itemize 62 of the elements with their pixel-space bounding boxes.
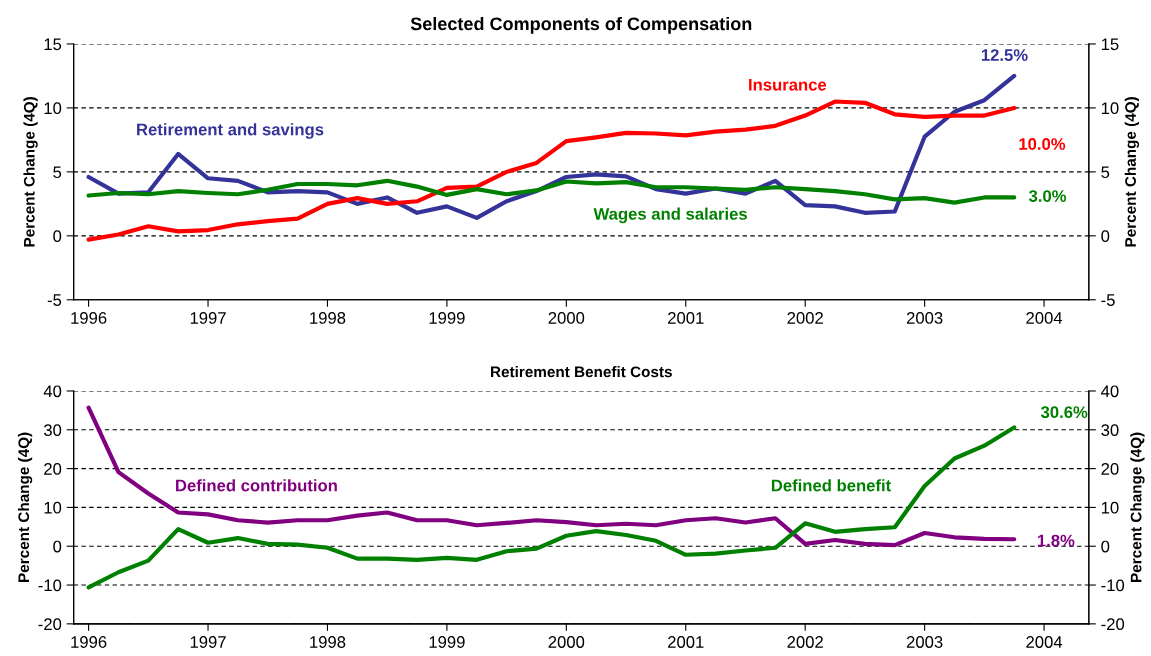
y2-tick-label: 20 xyxy=(1101,463,1119,475)
y-tick-label: 15 xyxy=(44,38,62,51)
y2-axis-title: Percent Change (4Q) xyxy=(1130,432,1145,582)
y-tick-label: 0 xyxy=(53,230,62,243)
x-tick-label: 2000 xyxy=(548,312,585,324)
x-tick-label: 1998 xyxy=(310,636,346,648)
x-tick-label: 2003 xyxy=(906,636,943,648)
data-label: 3.0% xyxy=(1028,190,1067,202)
data-label: 12.5% xyxy=(981,49,1028,61)
y-tick-label: 0 xyxy=(53,540,62,553)
y-tick-label: -20 xyxy=(38,618,62,631)
y-tick-label: 5 xyxy=(53,166,62,179)
x-tick-label: 1999 xyxy=(429,312,465,324)
series-label: Wages and salaries xyxy=(593,207,747,224)
y2-tick-label: 30 xyxy=(1101,424,1119,436)
series-label: Defined contribution xyxy=(176,479,337,492)
y-tick-label: 10 xyxy=(44,102,62,115)
line-series xyxy=(86,405,1017,548)
x-tick-label: 1997 xyxy=(190,636,226,648)
series-label: Defined benefit xyxy=(771,479,891,492)
y-axis-title: Percent Change (4Q) xyxy=(23,97,38,247)
y2-tick-label: 15 xyxy=(1101,38,1119,51)
y-axis-title: Percent Change (4Q) xyxy=(17,432,33,582)
y2-tick-label: 0 xyxy=(1101,540,1110,553)
y-tick-label: -10 xyxy=(38,579,62,592)
y-tick-label: 30 xyxy=(43,424,62,436)
x-tick-label: 2001 xyxy=(668,636,704,648)
y-tick-label: 20 xyxy=(44,463,62,475)
y2-tick-label: 10 xyxy=(1101,501,1119,514)
text: Retirement and savings xyxy=(137,123,324,139)
x-tick-label: 1996 xyxy=(71,636,107,648)
y-tick-label: 10 xyxy=(44,501,62,514)
chart-title: Selected Components of Compensation xyxy=(410,16,752,34)
x-tick-label: 1999 xyxy=(429,636,465,648)
y2-tick-label: -5 xyxy=(1101,294,1115,306)
y2-tick-label: 0 xyxy=(1101,230,1110,243)
series-label: Insurance xyxy=(749,79,827,91)
x-tick-label: 2003 xyxy=(906,312,943,324)
y-tick-label: -5 xyxy=(47,294,62,306)
x-tick-label: 1996 xyxy=(71,312,107,324)
data-label: 10.0% xyxy=(1019,138,1066,150)
x-tick-label: 2002 xyxy=(787,636,823,648)
x-tick-label: 2001 xyxy=(668,312,704,324)
x-tick-label: 2000 xyxy=(548,636,585,648)
x-tick-label: 1997 xyxy=(190,312,226,324)
x-tick-label: 2004 xyxy=(1026,636,1063,648)
chart-title: Retirement Benefit Costs xyxy=(491,366,672,378)
y2-tick-label: 40 xyxy=(1101,385,1119,398)
x-tick-label: 2002 xyxy=(787,312,823,324)
data-label: 1.8% xyxy=(1037,534,1075,547)
y2-axis-title: Percent Change (4Q) xyxy=(1124,97,1140,247)
y2-tick-label: 10 xyxy=(1101,102,1119,115)
y-tick-label: 40 xyxy=(43,385,62,398)
x-tick-label: 2004 xyxy=(1026,312,1063,324)
y2-tick-label: -10 xyxy=(1101,579,1125,592)
line-series xyxy=(86,425,1017,590)
x-tick-label: 1998 xyxy=(310,312,346,324)
data-label: 30.6% xyxy=(1040,406,1088,419)
y2-tick-label: -20 xyxy=(1101,618,1125,631)
line-series xyxy=(86,99,1017,242)
line-series xyxy=(86,178,1017,205)
y2-tick-label: 5 xyxy=(1101,166,1110,179)
